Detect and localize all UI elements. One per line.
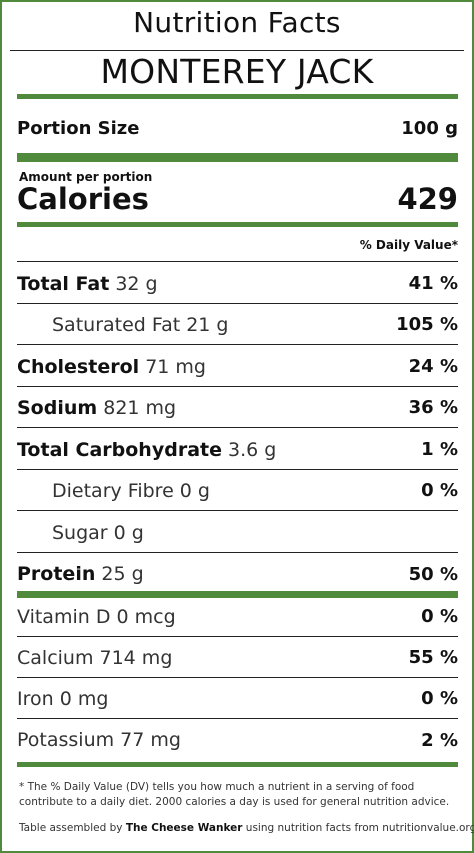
calories-row: Calories 429 <box>17 182 458 216</box>
nutrient-dv: 0 % <box>421 480 458 501</box>
vitamin-dv: 2 % <box>421 729 458 751</box>
accent-bar <box>17 94 458 99</box>
vitamin-row-potassium: Potassium 77 mg 2 % <box>17 720 458 760</box>
label-title: Nutrition Facts <box>133 6 341 39</box>
nutrient-name: Sugar 0 g <box>52 521 144 544</box>
footnote: * The % Daily Value (DV) tells you how m… <box>19 781 450 808</box>
nutrient-row-sodium: Sodium 821 mg 36 % <box>17 388 458 428</box>
vitamin-name: Iron 0 mg <box>17 687 109 710</box>
nutrient-dv: 50 % <box>408 563 458 585</box>
credit-author: The Cheese Wanker <box>125 822 243 834</box>
nutrient-name: Cholesterol <box>17 355 140 378</box>
amount-per-portion: Amount per portion <box>19 170 153 184</box>
divider <box>10 50 464 51</box>
vitamin-dv: 0 % <box>421 688 458 709</box>
nutrient-row-total-fat: Total Fat 32 g 41 % <box>17 264 458 304</box>
nutrient-row-saturated-fat: Saturated Fat 21 g 105 % <box>17 305 458 345</box>
credit-line: Table assembled by The Cheese Wanker usi… <box>19 822 474 834</box>
product-name: MONTEREY JACK <box>100 52 374 91</box>
nutrient-amount: 25 g <box>101 563 144 585</box>
nutrient-row-sugar: Sugar 0 g <box>17 513 458 553</box>
nutrient-dv: 36 % <box>408 397 458 418</box>
portion-label: Portion Size <box>17 117 140 139</box>
nutrient-row-protein: Protein 25 g 50 % <box>17 554 458 594</box>
vitamin-dv: 0 % <box>421 606 458 627</box>
nutrient-row-cholesterol: Cholesterol 71 mg 24 % <box>17 347 458 387</box>
credit-suffix: using nutrition facts from nutritionvalu… <box>242 822 474 834</box>
calories-label: Calories <box>17 182 149 216</box>
portion-value: 100 g <box>401 117 458 139</box>
nutrient-name: Sodium <box>17 396 98 419</box>
nutrient-row-total-carbohydrate: Total Carbohydrate 3.6 g 1 % <box>17 430 458 470</box>
vitamin-name: Calcium 714 mg <box>17 646 173 669</box>
portion-row: Portion Size 100 g <box>17 108 458 148</box>
accent-bar <box>17 222 458 227</box>
nutrient-dv: 24 % <box>408 356 458 377</box>
daily-value-header: % Daily Value* <box>17 232 458 262</box>
vitamin-row-calcium: Calcium 714 mg 55 % <box>17 638 458 678</box>
calories-value: 429 <box>397 182 458 216</box>
vitamin-name: Vitamin D 0 mcg <box>17 605 176 628</box>
nutrient-name: Saturated Fat 21 g <box>52 313 229 336</box>
credit-prefix: Table assembled by <box>19 822 126 834</box>
accent-bar <box>17 153 458 162</box>
nutrient-amount: 821 mg <box>103 396 177 419</box>
accent-bar <box>17 591 458 598</box>
nutrient-row-dietary-fibre: Dietary Fibre 0 g 0 % <box>17 471 458 511</box>
vitamin-row-iron: Iron 0 mg 0 % <box>17 679 458 719</box>
nutrient-amount: 71 mg <box>145 355 206 378</box>
vitamin-dv: 55 % <box>408 647 458 668</box>
nutrient-amount: 32 g <box>115 272 158 295</box>
nutrient-name: Dietary Fibre 0 g <box>52 479 210 502</box>
nutrient-dv: 1 % <box>421 439 458 460</box>
nutrient-dv: 105 % <box>396 314 458 335</box>
nutrient-name: Protein <box>17 563 96 585</box>
nutrient-dv: 41 % <box>408 273 458 294</box>
nutrient-name: Total Carbohydrate <box>17 438 222 461</box>
nutrient-name: Total Fat <box>17 272 110 295</box>
nutrient-amount: 3.6 g <box>228 438 277 461</box>
vitamin-name: Potassium 77 mg <box>17 729 181 751</box>
vitamin-row-vitamin-d: Vitamin D 0 mcg 0 % <box>17 597 458 637</box>
accent-bar <box>17 762 458 767</box>
